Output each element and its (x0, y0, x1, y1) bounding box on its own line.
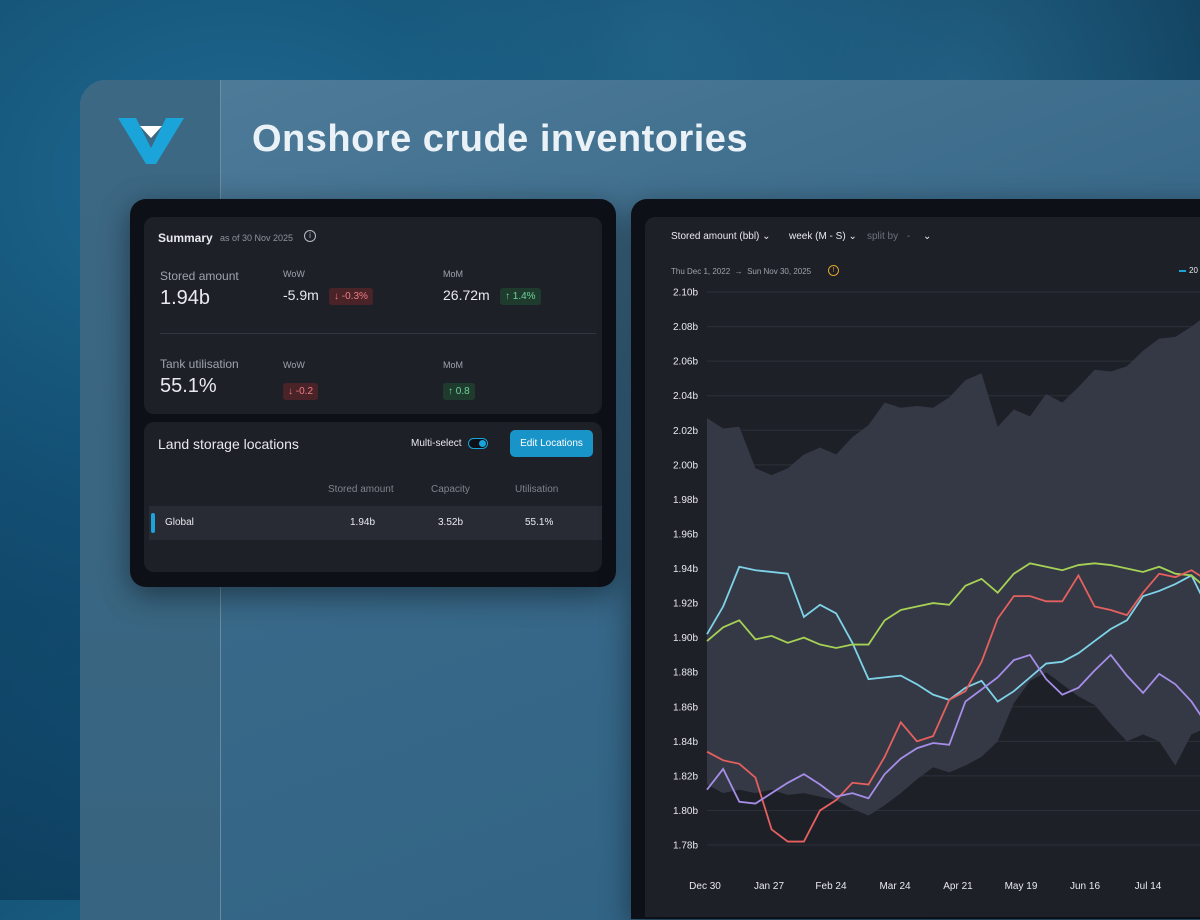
summary-as-of: as of 30 Nov 2025 (220, 233, 294, 243)
page-title: Onshore crude inventories (252, 118, 749, 160)
y-tick-label: 2.02b (673, 426, 698, 437)
y-tick-label: 1.90b (673, 633, 698, 644)
x-tick-label: May 19 (1005, 881, 1038, 892)
period-dropdown-label: week (M - S) (789, 231, 846, 242)
table-row[interactable]: Global 1.94b 3.52b 55.1% (149, 506, 602, 540)
series-line-0[interactable] (706, 565, 1200, 703)
y-tick-label: 2.08b (673, 322, 698, 333)
line-chart[interactable]: 2.10b 2.08b 2.06b 2.04b 2.02b 2.00b 1.98b 1.96b… (645, 217, 1200, 917)
y-tick-label: 1.92b (673, 599, 698, 610)
y-tick-label: 2.06b (673, 357, 698, 368)
stored-mom-label: MoM (443, 269, 463, 279)
stored-mom-value: 26.72m (443, 287, 490, 303)
y-tick-label: 2.00b (673, 460, 698, 471)
y-tick-label: 1.82b (673, 771, 698, 782)
edit-locations-button[interactable]: Edit Locations (510, 430, 593, 457)
arrow-right-icon: → (732, 267, 748, 276)
summary-panel: Summary as of 30 Nov 2025 i Stored amoun… (130, 199, 616, 587)
metric-dropdown-label: Stored amount (bbl) (671, 231, 760, 242)
y-tick-label: 2.10b (673, 288, 698, 299)
x-tick-label: Mar 24 (879, 881, 911, 892)
chevron-down-icon: ⌄ (848, 231, 857, 242)
stored-wow-label: WoW (283, 269, 305, 279)
row-capacity: 3.52b (438, 517, 464, 528)
v-chevron-logo-icon[interactable] (118, 118, 184, 164)
date-start: Thu Dec 1, 2022 (671, 267, 731, 276)
x-tick-label: Apr 21 (943, 881, 973, 892)
y-tick-label: 1.88b (673, 668, 698, 679)
y-tick-label: 1.98b (673, 495, 698, 506)
row-stored: 1.94b (350, 517, 376, 528)
x-tick-label: Feb 24 (815, 881, 847, 892)
x-tick-label: Jun 16 (1070, 881, 1100, 892)
legend-label[interactable]: 20 (1189, 266, 1198, 275)
stored-wow-value: -5.9m (283, 287, 319, 303)
row-name: Global (165, 517, 194, 528)
chevron-down-icon: ⌄ (923, 231, 932, 242)
x-tick-label: Jan 27 (754, 881, 784, 892)
y-tick-label: 1.86b (673, 702, 698, 713)
column-header-stored[interactable]: Stored amount (328, 484, 394, 495)
series-line-2[interactable] (706, 569, 1200, 843)
stored-wow-badge: ↓ -0.3% (329, 288, 373, 305)
legend-swatch (1179, 270, 1186, 272)
metric-dropdown[interactable]: Stored amount (bbl) ⌄ (671, 231, 771, 242)
land-storage-title: Land storage locations (158, 436, 299, 452)
stored-amount-value: 1.94b (160, 287, 211, 309)
x-tick-label: Jul 14 (1135, 881, 1162, 892)
date-end: Sun Nov 30, 2025 (747, 267, 812, 276)
split-by-label: split by (867, 231, 899, 242)
land-storage-card: Land storage locations Multi-select Edit… (144, 422, 602, 572)
x-tick-label: Dec 30 (689, 881, 721, 892)
row-selected-indicator (151, 513, 155, 533)
stored-amount-label: Stored amount (160, 269, 239, 283)
utilisation-mom-label: MoM (443, 360, 463, 370)
toggle-knob (479, 440, 486, 447)
chart-panel: Stored amount (bbl) ⌄ week (M - S) ⌄ spl… (631, 199, 1200, 919)
y-tick-label: 1.84b (673, 737, 698, 748)
utilisation-mom-badge: ↑ 0.8 (443, 383, 475, 400)
column-header-capacity[interactable]: Capacity (431, 484, 470, 495)
info-icon[interactable]: i (304, 230, 316, 242)
multi-select-label: Multi-select (411, 438, 462, 449)
summary-card: Summary as of 30 Nov 2025 i Stored amoun… (144, 217, 602, 414)
summary-title: Summary (158, 231, 213, 245)
stored-mom-badge: ↑ 1.4% (500, 288, 541, 305)
y-tick-label: 2.04b (673, 391, 698, 402)
y-tick-label: 1.96b (673, 529, 698, 540)
warning-icon[interactable]: ! (828, 265, 839, 276)
series-line-1[interactable] (706, 562, 1200, 649)
y-tick-label: 1.78b (673, 841, 698, 852)
y-tick-label: 1.94b (673, 564, 698, 575)
chevron-down-icon: ⌄ (762, 231, 771, 242)
chart-card: Stored amount (bbl) ⌄ week (M - S) ⌄ spl… (645, 217, 1200, 917)
tank-utilisation-value: 55.1% (160, 375, 217, 397)
period-dropdown[interactable]: week (M - S) ⌄ (789, 231, 857, 242)
date-range[interactable]: Thu Dec 1, 2022 → Sun Nov 30, 2025 (671, 267, 811, 276)
tank-utilisation-label: Tank utilisation (160, 357, 239, 371)
split-by-value: - (906, 231, 911, 242)
y-tick-label: 1.80b (673, 806, 698, 817)
column-header-utilisation[interactable]: Utilisation (515, 484, 559, 495)
split-by-dropdown[interactable]: split by - ⌄ (867, 231, 931, 242)
multi-select-toggle[interactable] (468, 438, 488, 449)
divider (160, 333, 596, 334)
range-band (707, 320, 1200, 816)
utilisation-wow-label: WoW (283, 360, 305, 370)
row-utilisation: 55.1% (525, 517, 554, 528)
utilisation-wow-badge: ↓ -0.2 (283, 383, 319, 400)
series-line-3[interactable] (706, 653, 1200, 805)
